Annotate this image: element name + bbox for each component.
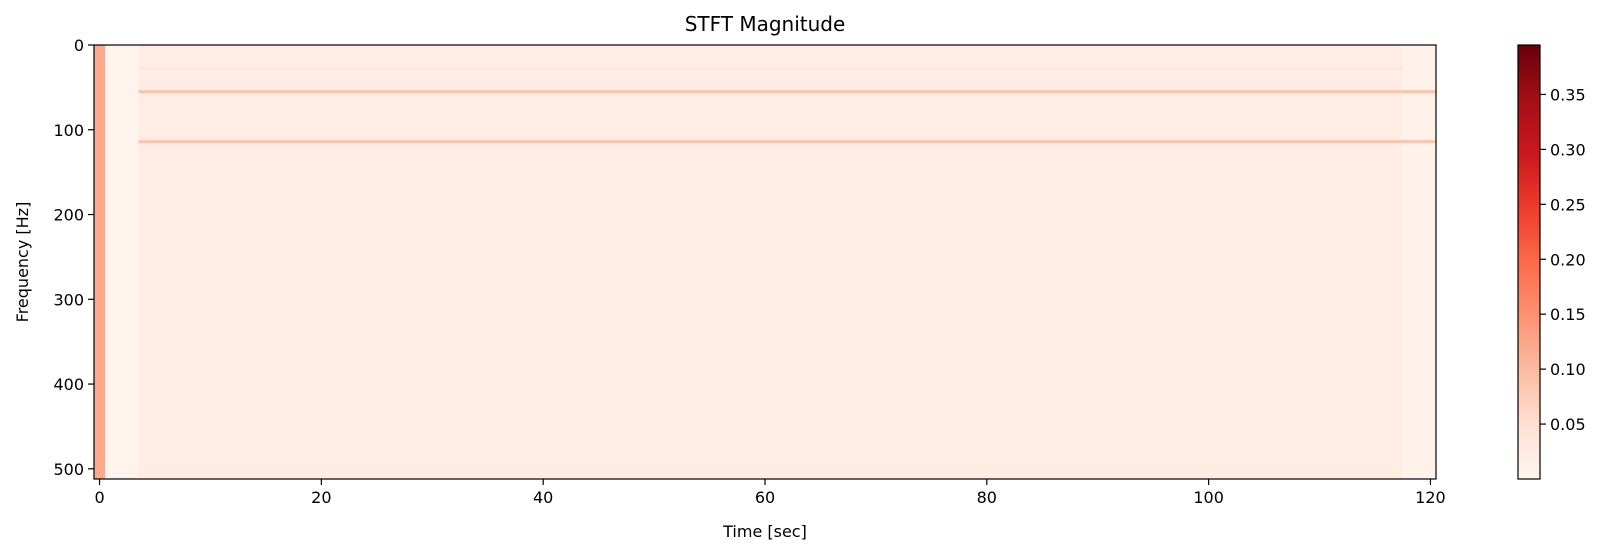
chart-title: STFT Magnitude xyxy=(685,12,846,36)
x-axis-label: Time [sec] xyxy=(722,522,807,541)
colorbar: 0.05 0.10 0.15 0.20 0.25 0.30 0.35 xyxy=(1517,44,1586,480)
spectrogram-plot-area xyxy=(93,44,1437,480)
x-tick-label: 20 xyxy=(311,488,331,507)
colorbar-tick-label: 0.10 xyxy=(1550,360,1586,379)
y-tick-label: 200 xyxy=(53,206,84,225)
harmonic-line-0 xyxy=(138,90,1436,94)
colorbar-tick-label: 0.35 xyxy=(1550,85,1586,104)
heatmap-region-3 xyxy=(1402,45,1436,479)
y-axis-label: Frequency [Hz] xyxy=(13,202,32,323)
y-tick-label: 100 xyxy=(53,121,84,140)
heatmap-region-1 xyxy=(105,45,139,479)
y-tick-label: 300 xyxy=(53,290,84,309)
colorbar-tick-label: 0.30 xyxy=(1550,140,1586,159)
x-tick-label: 100 xyxy=(1193,488,1224,507)
colorbar-tick-label: 0.25 xyxy=(1550,195,1586,214)
spectrogram-heatmap xyxy=(94,45,1436,479)
x-tick-label: 80 xyxy=(977,488,997,507)
colorbar-tick-label: 0.15 xyxy=(1550,305,1586,324)
y-axis: 0 100 200 300 400 500 xyxy=(53,36,94,479)
colorbar-ticks: 0.05 0.10 0.15 0.20 0.25 0.30 0.35 xyxy=(1540,85,1586,434)
x-tick-label: 0 xyxy=(94,488,104,507)
y-tick-label: 500 xyxy=(53,460,84,479)
x-tick-label: 40 xyxy=(533,488,553,507)
heatmap-region-0 xyxy=(94,45,106,479)
colorbar-gradient xyxy=(1517,44,1541,480)
colorbar-tick-label: 0.20 xyxy=(1550,250,1586,269)
x-tick-label: 120 xyxy=(1415,488,1446,507)
colorbar-tick-label: 0.05 xyxy=(1550,415,1586,434)
x-tick-label: 60 xyxy=(755,488,775,507)
y-tick-label: 0 xyxy=(74,36,84,55)
y-tick-label: 400 xyxy=(53,375,84,394)
harmonic-line-1 xyxy=(138,140,1436,144)
harmonic-line-2 xyxy=(138,67,1403,71)
x-axis: 0 20 40 60 80 100 120 xyxy=(94,479,1446,507)
heatmap-region-2 xyxy=(138,45,1403,479)
